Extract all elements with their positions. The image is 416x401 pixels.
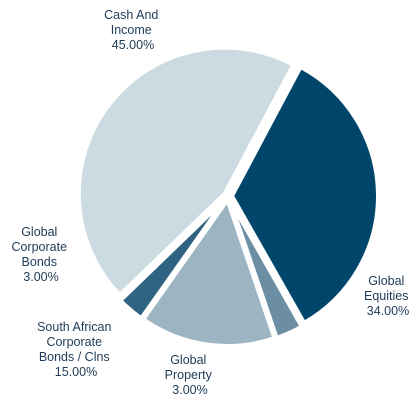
label-equities-line-1: Global: [368, 274, 404, 288]
label-equities: Global Equities 34.00%: [364, 274, 412, 318]
label-equities-value: 34.00%: [367, 304, 409, 318]
pie-slice-cash: [76, 45, 296, 298]
label-corp-bonds-line-2: Corporate: [11, 240, 67, 254]
label-corp-bonds-line-1: Global: [21, 225, 57, 239]
label-corp-bonds-value: 3.00%: [23, 270, 58, 284]
label-sa-bonds-line-1: South African: [37, 320, 111, 334]
label-property-line-2: Property: [165, 368, 213, 382]
label-equities-line-2: Equities: [364, 289, 408, 303]
pie-slice-corp-bonds: [118, 197, 228, 321]
label-cash: Cash And Income 45.00%: [104, 8, 162, 52]
label-sa-bonds: South African Corporate Bonds / Clns 15.…: [37, 320, 115, 379]
label-property-line-1: Global: [170, 353, 206, 367]
label-sa-bonds-line-3: Bonds / Clns: [39, 350, 110, 364]
pie-slices: [76, 45, 380, 348]
pie-slice-sa-bonds: [141, 197, 277, 348]
label-cash-line-2: Income: [111, 23, 152, 37]
label-sa-bonds-value: 15.00%: [55, 365, 97, 379]
pie-slice-property: [227, 197, 304, 340]
label-corp-bonds-line-3: Bonds: [22, 255, 57, 269]
label-property-value: 3.00%: [172, 383, 207, 397]
label-cash-line-1: Cash And: [104, 8, 158, 22]
label-corp-bonds: Global Corporate Bonds 3.00%: [11, 225, 70, 284]
label-sa-bonds-line-2: Corporate: [46, 335, 102, 349]
pie-slice-equities: [230, 65, 380, 325]
label-property: Global Property 3.00%: [165, 353, 216, 397]
label-cash-value: 45.00%: [112, 38, 154, 52]
